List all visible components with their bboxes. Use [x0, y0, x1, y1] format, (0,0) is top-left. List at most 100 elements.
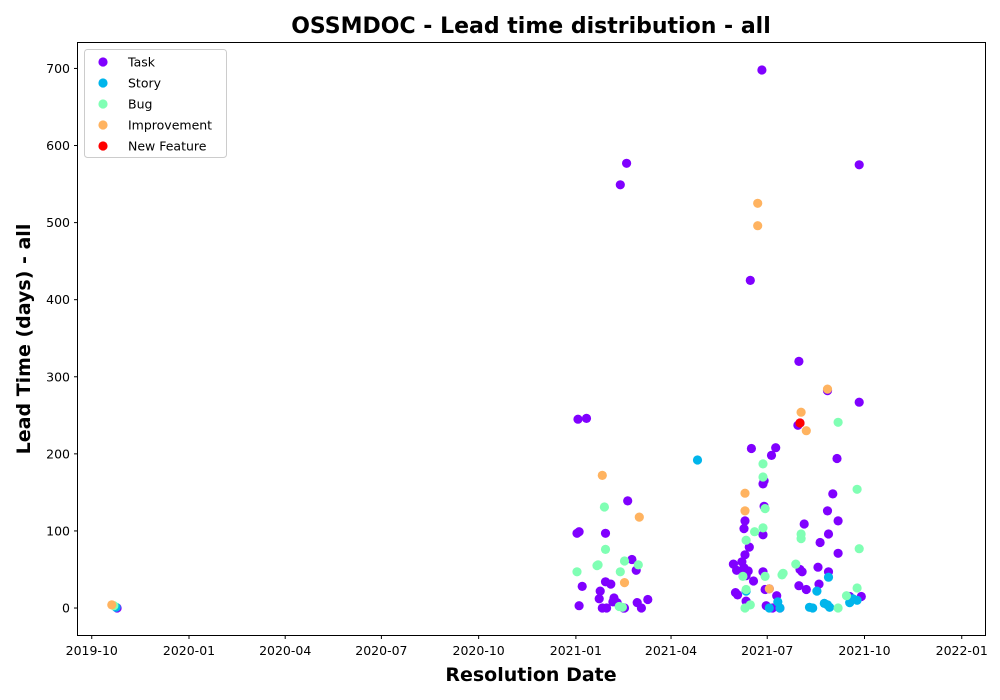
chart-title: OSSMDOC - Lead time distribution - all — [291, 14, 771, 39]
point-new-feature — [795, 418, 805, 428]
point-improvement — [740, 506, 750, 516]
point-task — [636, 603, 647, 613]
legend-marker-improvement — [98, 120, 108, 130]
x-axis-label: Resolution Date — [445, 664, 616, 686]
point-task — [758, 530, 768, 540]
point-improvement — [597, 470, 607, 480]
point-bug — [593, 560, 603, 570]
point-bug — [745, 600, 755, 610]
y-tick-label: 400 — [46, 292, 70, 307]
point-task — [627, 554, 637, 565]
point-bug — [852, 583, 862, 593]
point-task — [573, 414, 583, 424]
point-task — [602, 603, 612, 613]
point-improvement — [740, 488, 750, 498]
point-task — [740, 516, 750, 526]
legend: Task Story Bug Improvement New Feature — [84, 49, 227, 158]
point-story — [812, 586, 822, 596]
point-task — [771, 443, 781, 453]
x-tick-label: 2020-10 — [453, 643, 505, 658]
point-task — [746, 443, 757, 454]
point-story — [823, 572, 834, 582]
point-task — [622, 158, 632, 168]
point-bug — [854, 544, 864, 554]
x-tick-label: 2021-10 — [838, 643, 890, 658]
point-bug — [615, 567, 625, 577]
legend-marker-task — [98, 57, 108, 67]
point-bug — [796, 534, 806, 544]
point-task — [854, 160, 864, 170]
y-tick-label: 600 — [46, 138, 70, 153]
point-task — [813, 562, 823, 572]
point-task — [815, 537, 825, 548]
point-task — [823, 529, 834, 539]
point-task — [822, 506, 833, 516]
point-task — [594, 594, 604, 604]
point-task — [740, 550, 750, 560]
y-tick-label: 100 — [46, 523, 70, 538]
x-tick-label: 2020-04 — [259, 643, 311, 658]
point-improvement — [796, 407, 806, 417]
point-task — [833, 548, 843, 558]
point-bug — [833, 603, 843, 613]
point-bug — [750, 527, 760, 537]
point-task — [801, 584, 811, 595]
point-bug — [833, 417, 843, 427]
point-task — [600, 528, 611, 538]
x-tick-label: 2019-10 — [66, 643, 118, 658]
point-improvement — [801, 426, 811, 436]
point-task — [794, 581, 804, 591]
point-task — [739, 524, 749, 534]
point-bug — [741, 535, 751, 545]
point-story — [852, 595, 862, 605]
point-task — [574, 527, 584, 537]
x-tick-label: 2021-04 — [645, 643, 697, 658]
point-bug — [841, 591, 852, 601]
point-task — [577, 581, 587, 592]
point-task — [745, 275, 755, 285]
point-bug — [760, 571, 770, 582]
point-task — [757, 65, 767, 75]
plot-area-frame — [77, 42, 986, 636]
point-task — [733, 590, 743, 600]
point-task — [766, 450, 777, 460]
point-task — [854, 397, 864, 407]
point-task — [595, 586, 605, 596]
point-bug — [617, 602, 628, 612]
point-bug — [599, 502, 610, 512]
legend-label-task: Task — [127, 55, 156, 70]
point-bug — [619, 556, 630, 566]
x-tick-label: 2021-07 — [741, 643, 793, 658]
point-improvement — [753, 198, 763, 208]
x-axis-ticks: 2019-10 2020-01 2020-04 2020-07 2020-10 2021-… — [66, 635, 988, 658]
point-task — [574, 601, 584, 611]
y-tick-label: 0 — [62, 601, 70, 616]
point-task — [794, 356, 804, 366]
point-improvement — [634, 512, 644, 522]
y-axis-label: Lead Time (days) - all — [13, 224, 35, 455]
x-tick-label: 2022-01 — [936, 643, 988, 658]
point-improvement — [753, 221, 763, 231]
point-task — [797, 567, 807, 577]
point-bug — [758, 472, 768, 482]
x-tick-label: 2020-07 — [355, 643, 407, 658]
point-story — [775, 603, 785, 613]
point-bug — [760, 504, 770, 514]
point-bug — [778, 568, 788, 578]
point-story — [825, 602, 835, 612]
point-task — [833, 516, 843, 526]
y-tick-label: 500 — [46, 215, 70, 230]
data-points — [107, 65, 866, 613]
point-task — [828, 489, 838, 499]
point-task — [832, 453, 842, 464]
point-improvement — [107, 600, 117, 610]
point-bug — [741, 584, 751, 595]
x-tick-label: 2020-01 — [163, 643, 215, 658]
point-task — [814, 579, 824, 589]
point-bug — [572, 567, 582, 577]
y-tick-label: 200 — [46, 446, 70, 461]
point-bug — [600, 544, 611, 555]
legend-marker-story — [98, 78, 108, 88]
point-bug — [758, 459, 768, 469]
